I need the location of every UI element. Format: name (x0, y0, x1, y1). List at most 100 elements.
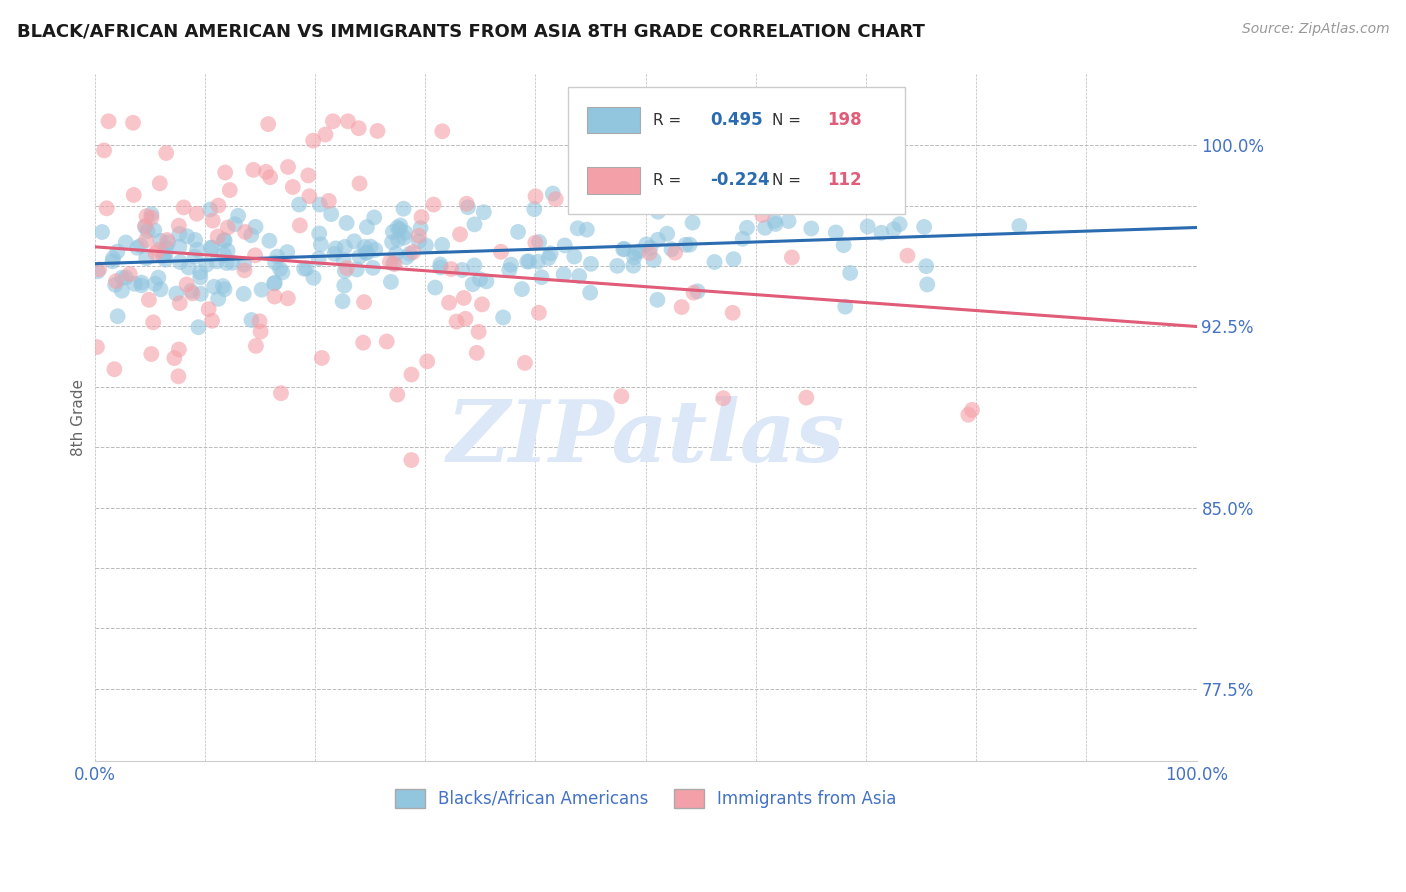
Point (141, 211, 163, 225)
Point (214, 234, 236, 248)
Point (245, 339, 267, 353)
Point (392, 230, 415, 244)
Text: 112: 112 (827, 171, 862, 189)
Point (207, 229, 229, 244)
Point (114, 270, 136, 285)
Point (129, 238, 152, 252)
Point (91, 225, 114, 239)
Point (177, 260, 200, 275)
Point (380, 275, 402, 289)
Point (298, 189, 321, 203)
Point (332, 294, 354, 309)
Point (682, 285, 704, 300)
Point (356, 220, 378, 235)
Point (387, 233, 409, 247)
Point (352, 335, 374, 350)
Point (527, 235, 550, 249)
Point (336, 114, 359, 128)
Point (104, 277, 127, 292)
Point (523, 202, 546, 217)
Point (243, 248, 266, 262)
Point (308, 227, 330, 241)
Point (322, 114, 344, 128)
Point (686, 285, 709, 299)
Point (101, 254, 124, 268)
Point (422, 197, 444, 211)
Point (176, 277, 198, 292)
Point (254, 165, 277, 179)
Point (463, 218, 485, 232)
Point (675, 237, 697, 252)
Point (489, 244, 512, 259)
Point (385, 247, 408, 261)
Point (184, 250, 207, 264)
Point (169, 240, 191, 254)
Point (266, 250, 288, 264)
Point (221, 256, 243, 270)
Point (86, 264, 108, 278)
Point (456, 196, 478, 211)
Point (297, 169, 319, 183)
Point (1008, 219, 1031, 233)
Point (415, 238, 437, 252)
FancyBboxPatch shape (588, 168, 640, 194)
Text: N =: N = (772, 173, 806, 188)
Y-axis label: 8th Grade: 8th Grade (72, 378, 86, 456)
Point (353, 295, 375, 310)
Point (530, 270, 553, 285)
Point (188, 265, 211, 279)
Point (165, 286, 187, 301)
Text: ZIPatlas: ZIPatlas (447, 396, 845, 479)
Point (567, 221, 589, 235)
Point (463, 259, 485, 273)
Point (155, 252, 177, 267)
Point (201, 240, 224, 254)
Text: R =: R = (654, 173, 686, 188)
Point (647, 233, 669, 247)
Point (149, 234, 172, 248)
Point (346, 262, 368, 277)
FancyBboxPatch shape (588, 107, 640, 134)
Point (624, 246, 647, 260)
Point (723, 252, 745, 267)
Point (375, 334, 398, 349)
Point (207, 198, 229, 212)
Point (471, 297, 494, 311)
Point (794, 391, 817, 405)
Point (451, 263, 474, 277)
Point (392, 202, 415, 216)
Point (302, 134, 325, 148)
Point (205, 254, 228, 268)
Point (527, 306, 550, 320)
Point (131, 278, 153, 293)
Point (314, 128, 336, 142)
Point (432, 124, 454, 138)
Point (233, 258, 256, 272)
Point (363, 211, 385, 225)
Point (226, 209, 249, 223)
Point (672, 165, 695, 179)
Point (387, 387, 409, 401)
Point (411, 210, 433, 224)
Point (562, 250, 585, 264)
Point (184, 233, 207, 247)
Point (292, 261, 315, 276)
Point (446, 314, 468, 328)
Point (176, 229, 198, 244)
Point (621, 259, 644, 273)
Point (197, 302, 219, 317)
Point (277, 160, 299, 174)
Point (263, 277, 285, 291)
Point (97, 114, 120, 128)
Point (763, 214, 786, 228)
Point (537, 251, 560, 265)
Point (169, 227, 191, 241)
Point (960, 402, 983, 417)
Point (398, 247, 420, 261)
Point (834, 300, 856, 314)
Point (912, 219, 935, 234)
Point (384, 257, 406, 271)
Point (408, 235, 430, 249)
Point (233, 225, 256, 239)
Point (86, 340, 108, 354)
